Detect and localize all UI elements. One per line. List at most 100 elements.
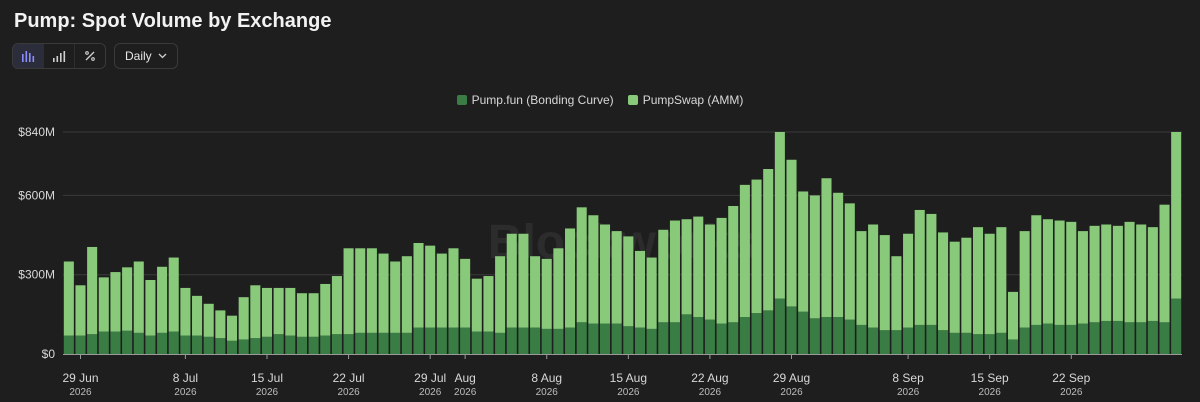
bar-bonding-curve — [1147, 320, 1158, 354]
legend-item-bonding-curve[interactable]: Pump.fun (Bonding Curve) — [456, 93, 614, 107]
y-tick-label: $300M — [18, 268, 55, 282]
x-tick-label: 8 Jul — [173, 371, 198, 385]
bar-amm — [693, 216, 704, 317]
bar-amm — [168, 257, 179, 332]
x-tick-year: 2026 — [617, 387, 640, 398]
x-tick-label: 29 Aug — [773, 371, 810, 385]
bar-amm — [215, 310, 226, 339]
bar-amm — [576, 207, 587, 323]
bar-bonding-curve — [634, 327, 646, 354]
bar-bonding-curve — [1089, 322, 1100, 354]
bar-amm — [296, 293, 307, 337]
legend-item-amm[interactable]: PumpSwap (AMM) — [627, 93, 743, 107]
stacked-bar-button[interactable] — [44, 44, 75, 68]
bar-amm — [599, 224, 611, 324]
bar-bonding-curve — [63, 335, 74, 354]
bar-bonding-curve — [996, 332, 1007, 354]
chevron-down-icon — [158, 53, 167, 59]
bar-amm — [553, 248, 564, 329]
bar-amm — [157, 266, 168, 333]
bar-bonding-curve — [856, 324, 867, 354]
bar-bonding-curve — [448, 327, 459, 354]
bar-amm — [984, 233, 995, 335]
bar-bonding-curve — [308, 336, 319, 354]
bar-bonding-curve — [588, 323, 599, 354]
bar-amm — [1019, 231, 1030, 328]
bar-bonding-curve — [844, 319, 855, 354]
bar-bonding-curve — [75, 335, 86, 354]
bar-bonding-curve — [1112, 320, 1123, 354]
bar-amm — [879, 235, 890, 331]
bar-amm — [145, 280, 156, 336]
bar-amm — [739, 184, 750, 317]
bar-amm — [658, 229, 669, 323]
bar-bonding-curve — [1066, 324, 1077, 354]
bar-bonding-curve — [168, 331, 179, 354]
bar-chart-button[interactable] — [13, 44, 44, 68]
bar-amm — [192, 295, 203, 336]
bar-amm — [751, 179, 762, 314]
y-tick-label: $840M — [18, 125, 55, 139]
bar-amm — [588, 215, 599, 324]
bar-amm — [133, 261, 144, 333]
x-tick-year: 2026 — [419, 387, 442, 398]
bar-bonding-curve — [157, 332, 168, 354]
bar-amm — [1147, 227, 1158, 321]
bar-bonding-curve — [541, 328, 552, 354]
bar-amm — [868, 224, 879, 328]
bar-bonding-curve — [1019, 327, 1030, 354]
bar-bonding-curve — [1054, 324, 1065, 354]
bar-bonding-curve — [425, 327, 436, 354]
bar-bonding-curve — [693, 317, 704, 354]
bar-bonding-curve — [565, 327, 576, 354]
x-tick-label: 15 Aug — [610, 371, 647, 385]
bar-bonding-curve — [226, 340, 238, 354]
bar-bonding-curve — [436, 327, 447, 354]
bar-amm — [565, 228, 576, 328]
bar-bonding-curve — [471, 331, 482, 354]
bar-amm — [495, 256, 506, 333]
bar-amm — [273, 287, 284, 335]
bar-amm — [448, 248, 459, 328]
bar-bonding-curve — [879, 330, 890, 354]
bar-bonding-curve — [180, 335, 191, 354]
bar-amm — [238, 297, 249, 340]
bar-chart-icon — [22, 51, 35, 62]
bar-bonding-curve — [669, 322, 680, 354]
bar-amm — [518, 233, 529, 328]
bar-bonding-curve — [355, 332, 366, 354]
bar-bonding-curve — [203, 336, 214, 354]
x-tick-year: 2026 — [897, 387, 920, 398]
bar-amm — [390, 261, 401, 333]
bar-bonding-curve — [903, 327, 914, 354]
bar-bonding-curve — [401, 332, 412, 354]
bar-bonding-curve — [238, 339, 249, 354]
legend-label-bonding-curve: Pump.fun (Bonding Curve) — [471, 93, 614, 107]
bar-bonding-curve — [145, 335, 156, 354]
bar-amm — [646, 257, 657, 329]
bar-amm — [343, 248, 354, 335]
bar-amm — [1112, 225, 1123, 321]
bar-amm — [1007, 291, 1019, 340]
bar-amm — [798, 191, 809, 312]
bar-bonding-curve — [1031, 324, 1042, 354]
bar-bonding-curve — [786, 306, 797, 354]
page-title: Pump: Spot Volume by Exchange — [14, 10, 332, 32]
chart-type-toggle — [12, 43, 106, 69]
percent-button[interactable] — [75, 44, 105, 68]
bar-bonding-curve — [331, 334, 342, 354]
bar-bonding-curve — [938, 330, 949, 354]
x-tick-year: 2026 — [69, 387, 92, 398]
bar-bonding-curve — [681, 314, 692, 354]
bar-amm — [203, 303, 214, 337]
bar-amm — [250, 285, 261, 339]
bar-bonding-curve — [122, 330, 133, 354]
bar-bonding-curve — [763, 310, 774, 354]
bar-bonding-curve — [483, 331, 494, 354]
bar-amm — [506, 233, 517, 328]
bar-amm — [681, 219, 692, 315]
period-dropdown[interactable]: Daily — [114, 43, 178, 69]
bar-bonding-curve — [833, 317, 844, 354]
bar-amm — [786, 159, 797, 307]
